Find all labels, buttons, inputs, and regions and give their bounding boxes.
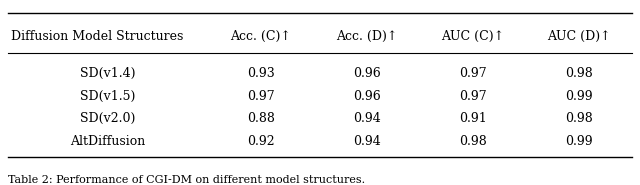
- Text: 0.88: 0.88: [247, 112, 275, 125]
- Text: 0.98: 0.98: [565, 112, 593, 125]
- Text: 0.93: 0.93: [247, 67, 275, 80]
- Text: SD(v1.4): SD(v1.4): [80, 67, 136, 80]
- Text: 0.91: 0.91: [459, 112, 487, 125]
- Text: Acc. (C)↑: Acc. (C)↑: [230, 30, 291, 43]
- Text: AUC (D)↑: AUC (D)↑: [547, 30, 611, 43]
- Text: 0.98: 0.98: [459, 135, 487, 148]
- Text: 0.97: 0.97: [459, 67, 487, 80]
- Text: 0.97: 0.97: [247, 90, 275, 103]
- Text: 0.99: 0.99: [565, 135, 593, 148]
- Text: SD(v1.5): SD(v1.5): [80, 90, 136, 103]
- Text: 0.96: 0.96: [353, 90, 381, 103]
- Text: Table 2: Performance of CGI-DM on different model structures.: Table 2: Performance of CGI-DM on differ…: [8, 175, 365, 185]
- Text: 0.98: 0.98: [565, 67, 593, 80]
- Text: 0.99: 0.99: [565, 90, 593, 103]
- Text: 0.94: 0.94: [353, 112, 381, 125]
- Text: 0.94: 0.94: [353, 135, 381, 148]
- Text: 0.97: 0.97: [459, 90, 487, 103]
- Text: AUC (C)↑: AUC (C)↑: [442, 30, 504, 43]
- Text: 0.96: 0.96: [353, 67, 381, 80]
- Text: Diffusion Model Structures: Diffusion Model Structures: [11, 30, 183, 43]
- Text: Acc. (D)↑: Acc. (D)↑: [336, 30, 397, 43]
- Text: AltDiffusion: AltDiffusion: [70, 135, 145, 148]
- Text: 0.92: 0.92: [247, 135, 275, 148]
- Text: SD(v2.0): SD(v2.0): [80, 112, 136, 125]
